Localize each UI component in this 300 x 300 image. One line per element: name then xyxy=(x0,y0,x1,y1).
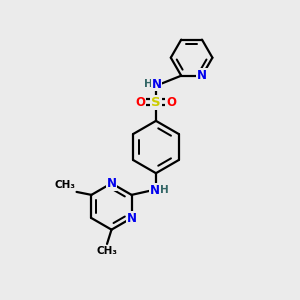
Text: S: S xyxy=(151,96,161,109)
Text: N: N xyxy=(197,69,207,82)
Text: H: H xyxy=(160,185,169,195)
Text: N: N xyxy=(152,77,161,91)
Text: N: N xyxy=(150,184,160,197)
Text: N: N xyxy=(127,212,136,225)
Text: O: O xyxy=(167,96,176,109)
Text: H: H xyxy=(144,79,153,89)
Text: CH₃: CH₃ xyxy=(54,180,75,190)
Text: CH₃: CH₃ xyxy=(97,246,118,256)
Text: N: N xyxy=(106,177,116,190)
Text: O: O xyxy=(136,96,146,109)
